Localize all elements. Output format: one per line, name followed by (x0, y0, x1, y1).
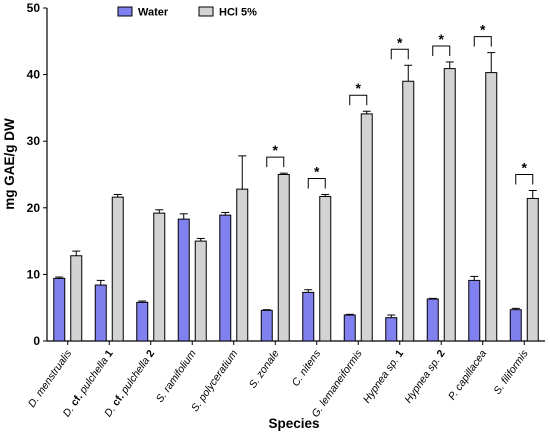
significance-marker: * (273, 142, 279, 158)
significance-bracket (515, 173, 534, 185)
significance-marker: * (356, 80, 362, 96)
legend-label-water: Water (138, 7, 169, 19)
y-axis-title: mg GAE/g DW (2, 118, 17, 210)
significance-marker: * (314, 163, 320, 179)
bar-water (94, 284, 107, 342)
significance-marker: * (397, 34, 403, 50)
y-tick-label: 40 (27, 68, 41, 82)
x-tick-label: S. zonale (247, 348, 282, 391)
bar-hcl (277, 174, 290, 342)
bar-water (426, 298, 439, 342)
x-tick-label: S. ramifolium (154, 348, 199, 405)
bar-hcl (194, 240, 207, 342)
x-tick-label: C. nitens (290, 347, 324, 388)
significance-marker: * (480, 22, 486, 38)
significance-bracket (266, 156, 285, 168)
bar-hcl (485, 72, 498, 342)
y-tick-label: 20 (27, 201, 41, 215)
significance-marker: * (439, 31, 445, 47)
bar-hcl (402, 80, 415, 342)
x-tick-label: S. filiformis (491, 347, 531, 397)
bar-hcl (443, 68, 456, 342)
bar-hcl (526, 197, 539, 342)
y-tick-label: 30 (27, 134, 41, 148)
bar-hcl (236, 188, 249, 342)
significance-bracket (432, 45, 451, 56)
y-tick-label: 0 (33, 334, 40, 348)
bar-water (136, 301, 149, 342)
bar-hcl (360, 113, 373, 342)
x-tick-label: P. capillacea (446, 348, 489, 403)
bar-water (343, 314, 356, 342)
y-tick-label: 50 (27, 1, 41, 15)
bar-hcl (153, 212, 166, 342)
significance-bracket (307, 177, 326, 189)
bar-hcl (111, 196, 124, 342)
x-axis-title: Species (268, 416, 319, 431)
legend: Water HCl 5% (117, 6, 257, 19)
x-tick-label: D. menstrualis (26, 347, 75, 409)
bar-water (302, 291, 315, 342)
bar-water (385, 317, 398, 342)
bar-water (468, 279, 481, 342)
bar-water (509, 309, 522, 342)
legend-swatch-hcl (198, 6, 214, 17)
significance-marker: * (522, 159, 528, 175)
significance-bracket (473, 36, 492, 47)
bar-water (177, 218, 190, 342)
legend-label-hcl: HCl 5% (219, 7, 257, 19)
significance-bracket (390, 48, 409, 60)
bar-water (260, 309, 273, 342)
bar-hcl (319, 195, 332, 342)
significance-bracket (349, 94, 368, 106)
legend-swatch-water (117, 6, 133, 17)
x-tick-label: Hypnea sp. 2 (402, 348, 447, 406)
y-tick-label: 10 (27, 267, 41, 281)
bar-water (53, 277, 66, 342)
bar-water (219, 214, 232, 342)
x-tick-label: Hypnea sp. 1 (361, 348, 406, 406)
bar-hcl (70, 255, 83, 342)
